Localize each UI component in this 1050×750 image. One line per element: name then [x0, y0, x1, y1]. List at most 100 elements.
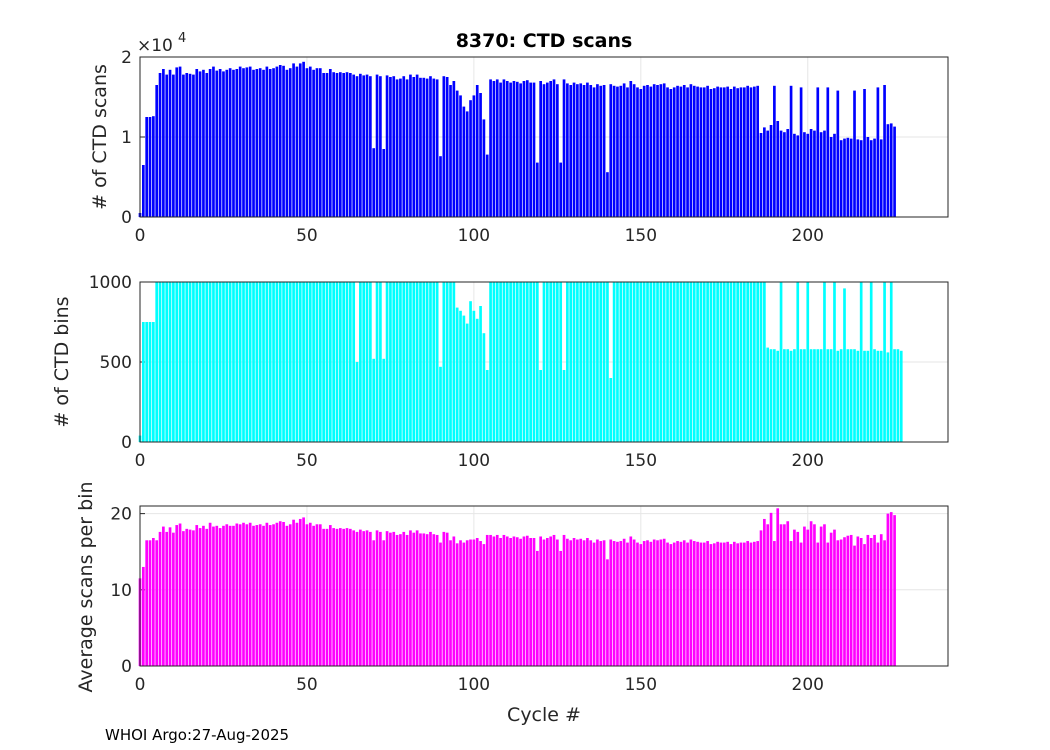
- bar: [188, 73, 192, 217]
- bar: [699, 282, 703, 442]
- bar: [786, 521, 790, 666]
- bar: [626, 282, 629, 442]
- bar: [732, 86, 736, 217]
- bar: [222, 282, 225, 442]
- bar: [589, 85, 593, 217]
- bar: [339, 72, 342, 217]
- bar: [335, 73, 339, 217]
- bar: [325, 528, 329, 666]
- bar: [235, 69, 239, 217]
- bar: [743, 87, 746, 218]
- bar: [322, 73, 325, 217]
- bar: [399, 78, 402, 217]
- bar: [415, 74, 419, 217]
- bar: [712, 88, 716, 217]
- bar: [318, 68, 322, 217]
- bar: [425, 78, 429, 217]
- bar: [532, 82, 536, 217]
- bar: [539, 370, 542, 442]
- bar: [702, 542, 706, 666]
- bar: [419, 282, 422, 442]
- bar: [318, 524, 322, 666]
- bar: [342, 73, 345, 217]
- bar: [455, 543, 459, 666]
- bar: [659, 539, 663, 666]
- bar: [432, 78, 436, 217]
- bar: [743, 542, 746, 666]
- bar: [268, 525, 272, 666]
- bar: [335, 528, 339, 666]
- bar: [616, 86, 619, 217]
- bar: [659, 282, 663, 442]
- bar: [342, 528, 345, 666]
- bar: [155, 540, 159, 666]
- bar: [242, 68, 245, 217]
- x-tick-label: 150: [625, 675, 657, 695]
- bar: [202, 282, 205, 442]
- bar: [819, 349, 823, 442]
- bar: [275, 282, 279, 442]
- bar: [472, 310, 476, 442]
- bar: [362, 282, 366, 442]
- bar: [796, 135, 800, 217]
- bar: [699, 542, 703, 666]
- bar: [836, 90, 840, 217]
- bar: [258, 282, 262, 442]
- bar: [449, 85, 452, 217]
- bar: [145, 117, 149, 217]
- bar: [846, 349, 850, 442]
- bar: [819, 132, 823, 217]
- panel-ctd-scans: 8370: CTD scans ×10 4 0 50 100 150 200 0 1 2 # …: [89, 30, 949, 246]
- bar: [592, 282, 596, 442]
- bar: [696, 282, 699, 442]
- bar: [763, 127, 766, 217]
- bar: [245, 524, 249, 666]
- bar: [652, 84, 656, 217]
- bar: [853, 349, 856, 442]
- bar: [776, 508, 780, 666]
- bar: [312, 282, 315, 442]
- bar: [863, 89, 866, 217]
- bar: [889, 123, 893, 217]
- bar: [839, 539, 843, 666]
- bar: [409, 282, 412, 442]
- bar: [245, 282, 249, 442]
- bar: [222, 71, 225, 218]
- bar: [869, 282, 873, 442]
- bar: [422, 282, 426, 442]
- bar: [609, 84, 613, 217]
- bar: [178, 282, 182, 442]
- bar: [359, 282, 362, 442]
- bar: [212, 282, 215, 442]
- bar: [743, 282, 746, 442]
- bar: [576, 84, 579, 217]
- bar: [439, 366, 442, 442]
- bar: [796, 282, 800, 442]
- bar: [385, 75, 389, 218]
- bar: [449, 540, 452, 666]
- bar: [145, 540, 149, 666]
- plot-area-average-scans: 0 50 100 150 200 0 10 20: [110, 505, 949, 695]
- bar: [809, 349, 813, 442]
- bar: [379, 531, 382, 666]
- bar: [522, 536, 526, 666]
- bar: [409, 530, 412, 666]
- bar: [258, 524, 262, 666]
- bar: [646, 540, 649, 666]
- bar: [793, 349, 796, 442]
- bar: [746, 541, 749, 666]
- y-tick-label: 20: [110, 505, 132, 525]
- bar: [395, 79, 399, 218]
- bar: [833, 282, 836, 442]
- bar: [586, 538, 589, 666]
- bar: [362, 531, 366, 666]
- bar: [495, 282, 499, 442]
- bar: [682, 282, 686, 442]
- bar: [676, 541, 679, 666]
- bar: [566, 83, 569, 218]
- bar: [409, 74, 412, 217]
- bar: [212, 66, 215, 217]
- bar: [853, 545, 856, 666]
- bar: [308, 522, 312, 666]
- bar: [292, 63, 295, 218]
